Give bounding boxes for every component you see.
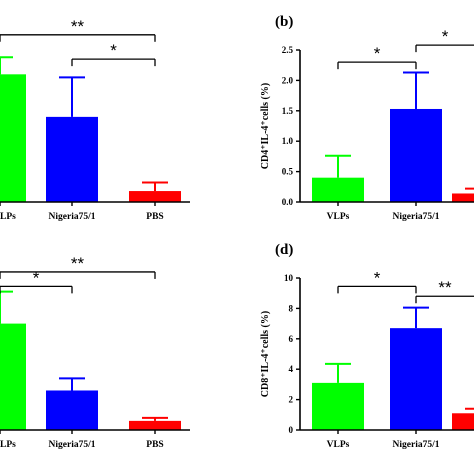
y-axis-title: CD4⁺IL-4⁺cells (%)	[260, 83, 271, 169]
bar-vlps	[0, 323, 26, 430]
y-tick-label: 1.5	[282, 106, 294, 116]
panel-label: (b)	[275, 14, 293, 30]
bar-vlps	[312, 177, 364, 202]
y-tick-label: 4	[289, 364, 294, 374]
significance-marker: *	[110, 41, 117, 60]
category-label: Nigeria75/1	[393, 440, 440, 450]
panel-a: LPs Nigeria75/1 PBS***	[0, 17, 190, 222]
y-tick-label: 10	[284, 273, 294, 283]
y-tick-label: 6	[289, 334, 294, 344]
panel-label: (d)	[275, 242, 293, 258]
category-label: LPs	[0, 212, 16, 222]
y-tick-label: 0.5	[282, 167, 294, 177]
bar-vlps	[312, 382, 364, 430]
category-label: Nigeria75/1	[49, 212, 96, 222]
y-tick-label: 0	[289, 425, 294, 435]
significance-marker: **	[438, 278, 452, 297]
bar-pbs	[452, 193, 474, 202]
bar-nigeria75-1	[390, 328, 442, 430]
y-tick-label: 0.0	[282, 197, 294, 207]
category-label: Nigeria75/1	[49, 440, 96, 450]
category-label: VLPs	[327, 440, 350, 450]
bar-nigeria75-1	[46, 390, 98, 430]
panel-d: VLPs Nigeria75/1 0 2 4 6 8 10 CD8⁺IL-4⁺cells (%)…	[260, 242, 474, 450]
significance-marker: **	[71, 254, 85, 273]
y-tick-label: 2	[289, 395, 294, 405]
bar-nigeria75-1	[46, 116, 98, 202]
significance-marker: *	[374, 44, 381, 63]
significance-marker: *	[442, 27, 449, 46]
category-label: LPs	[0, 440, 16, 450]
panel-b: VLPs Nigeria75/1 0.0 0.5 1.0 1.5 2.0 2.5 CD4⁺IL-…	[260, 14, 474, 222]
y-tick-label: 2.5	[282, 45, 294, 55]
y-tick-label: 2.0	[282, 75, 294, 85]
category-label: Nigeria75/1	[393, 212, 440, 222]
bar-pbs	[452, 413, 474, 430]
bar-pbs	[129, 420, 181, 430]
y-axis-title: CD8⁺IL-4⁺cells (%)	[260, 311, 271, 397]
significance-marker: **	[71, 17, 85, 36]
category-label: PBS	[146, 440, 163, 450]
bar-pbs	[129, 191, 181, 202]
significance-marker: *	[33, 268, 40, 287]
category-label: VLPs	[327, 212, 350, 222]
y-tick-label: 8	[289, 303, 294, 313]
y-tick-label: 1.0	[282, 136, 294, 146]
bar-nigeria75-1	[390, 108, 442, 202]
panel-c: LPs Nigeria75/1 PBS***	[0, 254, 190, 450]
significance-marker: *	[374, 268, 381, 287]
category-label: PBS	[146, 212, 163, 222]
bar-vlps	[0, 74, 26, 202]
